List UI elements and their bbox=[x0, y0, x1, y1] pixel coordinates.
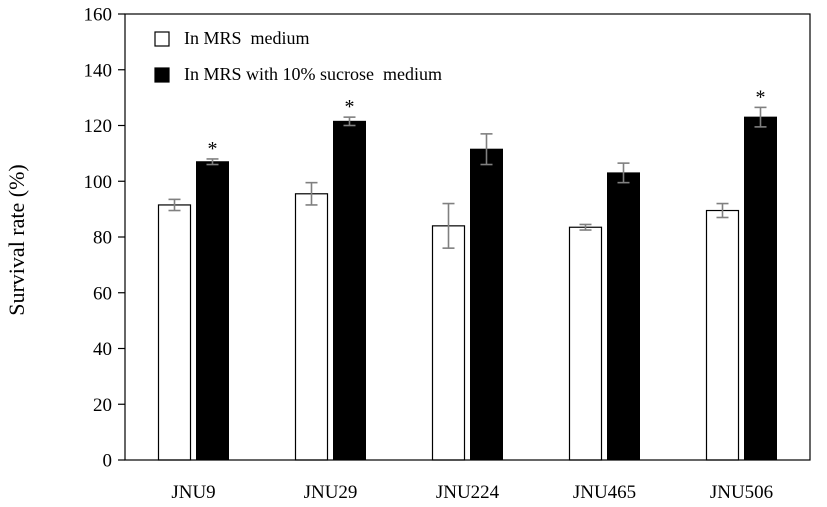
legend-label: In MRS with 10% sucrose medium bbox=[184, 64, 442, 84]
bar bbox=[196, 161, 229, 461]
bar bbox=[157, 204, 192, 461]
y-tick-label: 40 bbox=[93, 339, 112, 360]
y-tick-label: 0 bbox=[103, 451, 113, 472]
y-axis: 0 20 40 60 80 100 120 140 160 bbox=[84, 5, 125, 472]
bar bbox=[333, 120, 366, 461]
legend-swatch bbox=[154, 67, 170, 83]
bar bbox=[744, 116, 777, 461]
x-category-label: JNU9 bbox=[171, 482, 215, 503]
significance-marker: * bbox=[345, 96, 355, 118]
legend-swatch bbox=[154, 31, 170, 47]
y-tick-label: 140 bbox=[84, 60, 113, 81]
x-axis: JNU9 JNU29 JNU224 JNU465 JNU506 bbox=[171, 482, 773, 503]
y-tick-label: 100 bbox=[84, 172, 113, 193]
bars: * * * bbox=[157, 86, 777, 461]
bar bbox=[294, 193, 329, 461]
x-category-label: JNU506 bbox=[710, 482, 773, 503]
bar bbox=[607, 172, 640, 461]
plot-frame bbox=[124, 13, 811, 461]
x-category-label: JNU465 bbox=[573, 482, 636, 503]
x-category-label: JNU224 bbox=[436, 482, 500, 503]
legend: In MRS medium In MRS with 10% sucrose med… bbox=[154, 28, 442, 84]
y-tick-label: 20 bbox=[93, 395, 112, 416]
significance-marker: * bbox=[208, 138, 218, 160]
y-tick-label: 120 bbox=[84, 116, 113, 137]
bar bbox=[470, 148, 503, 461]
significance-marker: * bbox=[756, 86, 766, 108]
y-tick-label: 80 bbox=[93, 228, 112, 249]
bar bbox=[568, 226, 603, 461]
legend-label: In MRS medium bbox=[184, 28, 310, 48]
y-axis-label: Survival rate (%) bbox=[4, 164, 29, 316]
bar bbox=[705, 209, 740, 461]
y-tick-label: 60 bbox=[93, 283, 112, 304]
y-tick-label: 160 bbox=[84, 5, 113, 26]
x-category-label: JNU29 bbox=[304, 482, 358, 503]
bar bbox=[431, 225, 466, 461]
